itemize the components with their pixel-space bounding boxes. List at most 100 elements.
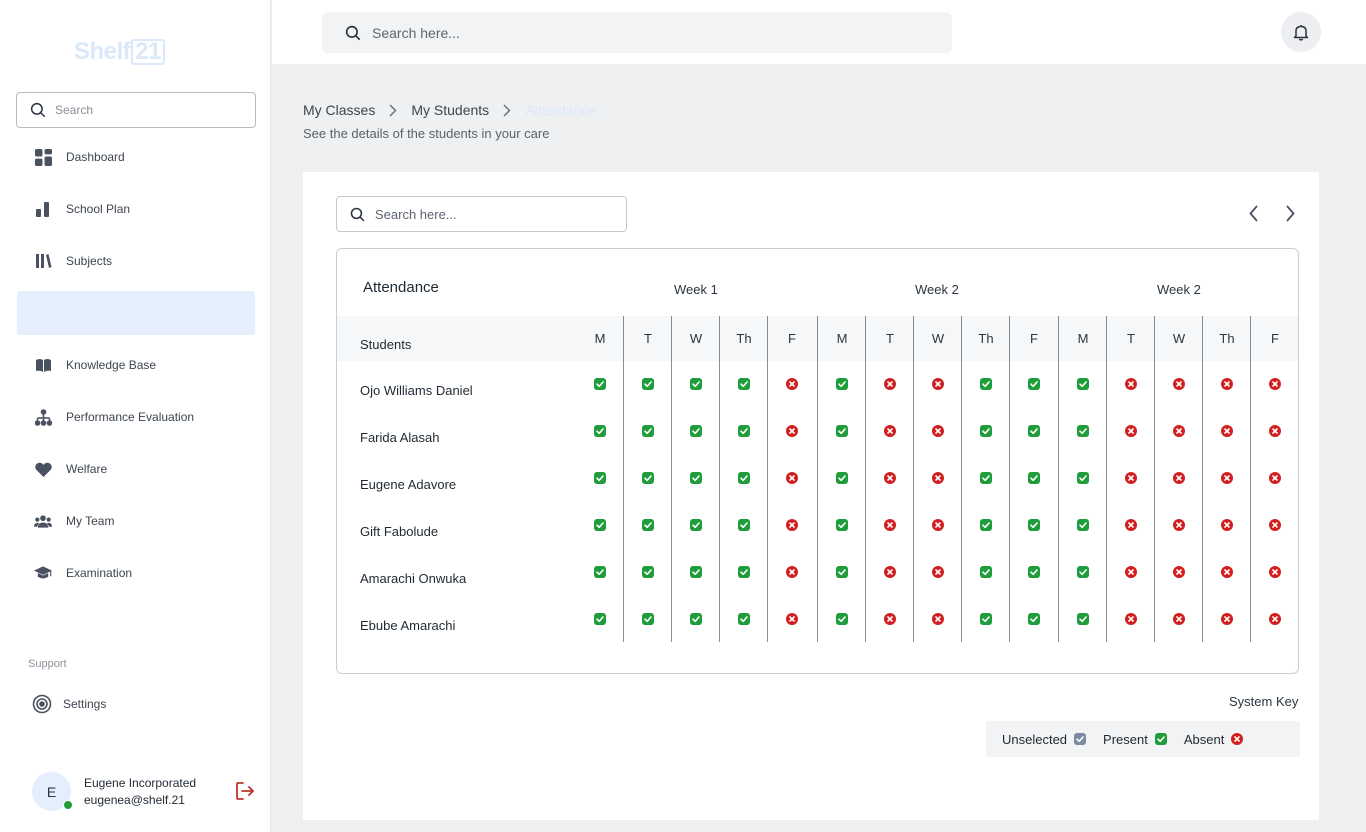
absent-x-icon[interactable] [1269,425,1281,437]
present-check-icon[interactable] [690,613,702,625]
present-check-icon[interactable] [836,472,848,484]
present-check-icon[interactable] [836,566,848,578]
sidebar-item-settings[interactable]: Settings [32,694,106,714]
absent-x-icon[interactable] [1125,519,1137,531]
present-check-icon[interactable] [690,566,702,578]
sidebar-item-knowledge-base[interactable]: Knowledge Base [0,339,271,391]
present-check-icon[interactable] [980,425,992,437]
present-check-icon[interactable] [738,613,750,625]
app-logo[interactable]: Shelf 21 [74,38,165,66]
present-check-icon[interactable] [690,472,702,484]
present-check-icon[interactable] [980,613,992,625]
absent-x-icon[interactable] [1221,378,1233,390]
present-check-icon[interactable] [1028,378,1040,390]
present-check-icon[interactable] [594,519,606,531]
absent-x-icon[interactable] [1221,425,1233,437]
absent-x-icon[interactable] [1173,566,1185,578]
present-check-icon[interactable] [1028,425,1040,437]
present-check-icon[interactable] [594,613,606,625]
absent-x-icon[interactable] [786,425,798,437]
absent-x-icon[interactable] [1125,566,1137,578]
present-check-icon[interactable] [980,519,992,531]
absent-x-icon[interactable] [786,472,798,484]
absent-x-icon[interactable] [1173,613,1185,625]
notifications-button[interactable] [1281,12,1321,52]
present-check-icon[interactable] [690,519,702,531]
present-check-icon[interactable] [690,425,702,437]
absent-x-icon[interactable] [1173,425,1185,437]
absent-x-icon[interactable] [786,613,798,625]
absent-x-icon[interactable] [786,519,798,531]
present-check-icon[interactable] [738,425,750,437]
global-search-input[interactable] [372,24,932,41]
absent-x-icon[interactable] [1125,472,1137,484]
present-check-icon[interactable] [1028,566,1040,578]
absent-x-icon[interactable] [786,378,798,390]
absent-x-icon[interactable] [884,519,896,531]
absent-x-icon[interactable] [1269,378,1281,390]
absent-x-icon[interactable] [932,566,944,578]
sidebar-item-my-team[interactable]: My Team [0,495,271,547]
present-check-icon[interactable] [836,519,848,531]
present-check-icon[interactable] [594,378,606,390]
absent-x-icon[interactable] [1173,519,1185,531]
present-check-icon[interactable] [980,472,992,484]
absent-x-icon[interactable] [1221,613,1233,625]
absent-x-icon[interactable] [1125,613,1137,625]
absent-x-icon[interactable] [932,613,944,625]
chevron-right-icon[interactable] [1285,205,1295,227]
absent-x-icon[interactable] [1269,519,1281,531]
present-check-icon[interactable] [836,378,848,390]
absent-x-icon[interactable] [1221,519,1233,531]
absent-x-icon[interactable] [884,472,896,484]
present-check-icon[interactable] [594,425,606,437]
breadcrumb-my-students[interactable]: My Students [411,102,490,118]
absent-x-icon[interactable] [932,425,944,437]
present-check-icon[interactable] [836,425,848,437]
sidebar-item-examination[interactable]: Examination [0,547,271,599]
present-check-icon[interactable] [642,519,654,531]
present-check-icon[interactable] [1077,425,1089,437]
absent-x-icon[interactable] [884,425,896,437]
absent-x-icon[interactable] [1221,472,1233,484]
chevron-left-icon[interactable] [1249,205,1259,227]
absent-x-icon[interactable] [1269,472,1281,484]
sidebar-item-performance-evaluation[interactable]: Performance Evaluation [0,391,271,443]
present-check-icon[interactable] [836,613,848,625]
present-check-icon[interactable] [738,519,750,531]
present-check-icon[interactable] [980,566,992,578]
present-check-icon[interactable] [594,472,606,484]
absent-x-icon[interactable] [932,472,944,484]
present-check-icon[interactable] [642,378,654,390]
present-check-icon[interactable] [594,566,606,578]
present-check-icon[interactable] [738,378,750,390]
present-check-icon[interactable] [1028,613,1040,625]
absent-x-icon[interactable] [884,566,896,578]
present-check-icon[interactable] [1077,472,1089,484]
sidebar-item-active[interactable] [17,291,255,335]
absent-x-icon[interactable] [1173,378,1185,390]
breadcrumb-my-classes[interactable]: My Classes [303,102,376,118]
present-check-icon[interactable] [1028,472,1040,484]
present-check-icon[interactable] [980,378,992,390]
sidebar-item-school-plan[interactable]: School Plan [0,183,271,235]
sidebar-item-subjects[interactable]: Subjects [0,235,271,287]
present-check-icon[interactable] [1077,519,1089,531]
absent-x-icon[interactable] [1269,613,1281,625]
present-check-icon[interactable] [1028,519,1040,531]
present-check-icon[interactable] [642,613,654,625]
present-check-icon[interactable] [642,425,654,437]
sidebar-item-welfare[interactable]: Welfare [0,443,271,495]
absent-x-icon[interactable] [884,613,896,625]
absent-x-icon[interactable] [932,378,944,390]
sidebar-item-dashboard[interactable]: Dashboard [0,131,271,183]
present-check-icon[interactable] [1077,566,1089,578]
absent-x-icon[interactable] [1269,566,1281,578]
logout-icon[interactable] [235,781,255,806]
absent-x-icon[interactable] [786,566,798,578]
absent-x-icon[interactable] [884,378,896,390]
student-search-input[interactable] [375,206,615,222]
present-check-icon[interactable] [642,472,654,484]
absent-x-icon[interactable] [932,519,944,531]
present-check-icon[interactable] [1077,378,1089,390]
